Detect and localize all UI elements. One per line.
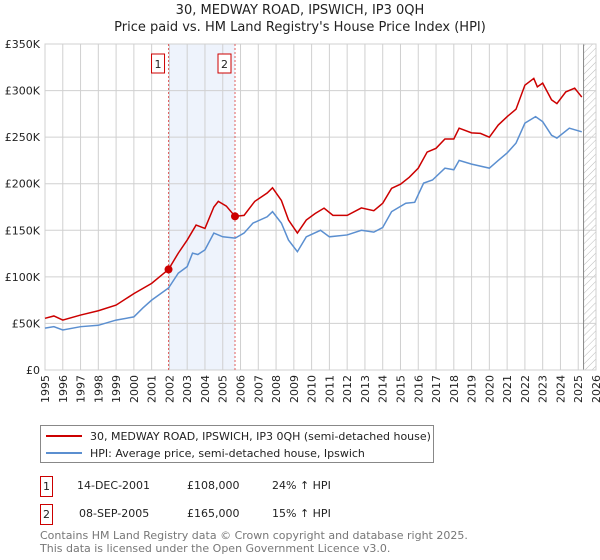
- annotation-box: [151, 53, 166, 74]
- y-tick-label: £100K: [5, 271, 41, 284]
- x-tick-label: 2014: [377, 375, 390, 403]
- x-tick-label: 2012: [341, 375, 354, 403]
- transaction-hpi: 15% ↑ HPI: [272, 507, 331, 520]
- x-tick-label: 2011: [323, 375, 336, 403]
- x-tick-label: 2017: [430, 375, 443, 403]
- transaction-date: 08-SEP-2005: [79, 507, 150, 520]
- x-tick-label: 2005: [217, 375, 230, 403]
- x-tick-label: 2018: [448, 375, 461, 403]
- y-tick-label: £350K: [5, 38, 41, 51]
- transaction-price: £165,000: [187, 507, 240, 520]
- x-tick-label: 2000: [128, 375, 141, 403]
- x-tick-label: 2020: [483, 375, 496, 403]
- legend: 30, MEDWAY ROAD, IPSWICH, IP3 0QH (semi-…: [40, 425, 434, 463]
- series-line: [44, 77, 583, 321]
- x-tick-label: 1997: [75, 375, 88, 403]
- x-tick-label: 2008: [270, 375, 283, 403]
- chart-title: 30, MEDWAY ROAD, IPSWICH, IP3 0QH: [175, 3, 425, 18]
- y-tick-label: £50K: [12, 317, 41, 330]
- x-tick-label: 2019: [466, 375, 479, 403]
- x-tick-label: 2023: [537, 375, 550, 403]
- x-tick-label: 2009: [288, 375, 301, 403]
- x-tick-label: 2010: [306, 375, 319, 403]
- y-tick-label: £300K: [5, 85, 41, 98]
- footer-licence: This data is licensed under the Open Gov…: [40, 542, 391, 555]
- x-tick-label: 2022: [519, 375, 532, 403]
- x-tick-label: 2025: [572, 375, 585, 403]
- transaction-price: £108,000: [187, 479, 240, 492]
- x-tick-label: 1998: [92, 375, 105, 403]
- price-chart: 1995 1996 1997 1998 1999 2000 2001 2002 2003 2004…: [5, 38, 600, 403]
- x-tick-label: 2006: [235, 375, 248, 403]
- sale-point: [164, 265, 173, 274]
- legend-swatch-red: [46, 435, 82, 437]
- x-tick-label: 2016: [412, 375, 425, 403]
- footer-copyright: Contains HM Land Registry data © Crown c…: [40, 529, 468, 542]
- transaction-number: 2: [40, 504, 53, 525]
- transaction-date: 14-DEC-2001: [77, 479, 151, 492]
- x-tick-label: 2013: [359, 375, 372, 403]
- x-tick-label: 2001: [146, 375, 159, 403]
- x-tick-label: 2003: [181, 375, 194, 403]
- transaction-hpi: 24% ↑ HPI: [272, 479, 331, 492]
- plot-border: [44, 43, 597, 371]
- y-tick-label: £200K: [5, 178, 41, 191]
- annotation-box: [217, 53, 232, 74]
- transaction-row: 1 14-DEC-2001 £108,000 24% ↑ HPI: [40, 476, 440, 498]
- annotation-label: 1: [155, 58, 162, 71]
- annotation-label: 2: [221, 58, 228, 71]
- x-tick-label: 2024: [554, 375, 567, 403]
- chart-subtitle: Price paid vs. HM Land Registry's House …: [114, 20, 486, 35]
- x-tick-label: 1999: [110, 375, 123, 403]
- series-line: [44, 115, 582, 331]
- y-tick-label: £150K: [5, 224, 41, 237]
- forecast-hatch: [583, 44, 596, 370]
- x-tick-label: 1995: [39, 375, 52, 403]
- x-tick-label: 2021: [501, 375, 514, 403]
- legend-item-hpi: HPI: Average price, semi-detached house,…: [41, 445, 365, 461]
- footer: Contains HM Land Registry data © Crown c…: [40, 529, 468, 555]
- transaction-number: 1: [40, 476, 53, 497]
- x-tick-label: 1996: [57, 375, 70, 403]
- y-tick-label: £250K: [5, 131, 41, 144]
- legend-item-property: 30, MEDWAY ROAD, IPSWICH, IP3 0QH (semi-…: [41, 428, 431, 444]
- legend-swatch-blue: [46, 452, 82, 454]
- sale-point: [231, 212, 240, 221]
- x-tick-label: 2007: [252, 375, 265, 403]
- x-tick-label: 2004: [199, 375, 212, 403]
- transaction-row: 2 08-SEP-2005 £165,000 15% ↑ HPI: [40, 504, 440, 526]
- y-tick-label: £0: [26, 364, 40, 377]
- legend-label: 30, MEDWAY ROAD, IPSWICH, IP3 0QH (semi-…: [90, 429, 431, 443]
- x-tick-label: 2002: [163, 375, 176, 403]
- sale-period-shading: [168, 44, 236, 370]
- x-tick-label: 2026: [590, 375, 600, 403]
- x-tick-label: 2015: [394, 375, 407, 403]
- legend-label: HPI: Average price, semi-detached house,…: [90, 446, 365, 460]
